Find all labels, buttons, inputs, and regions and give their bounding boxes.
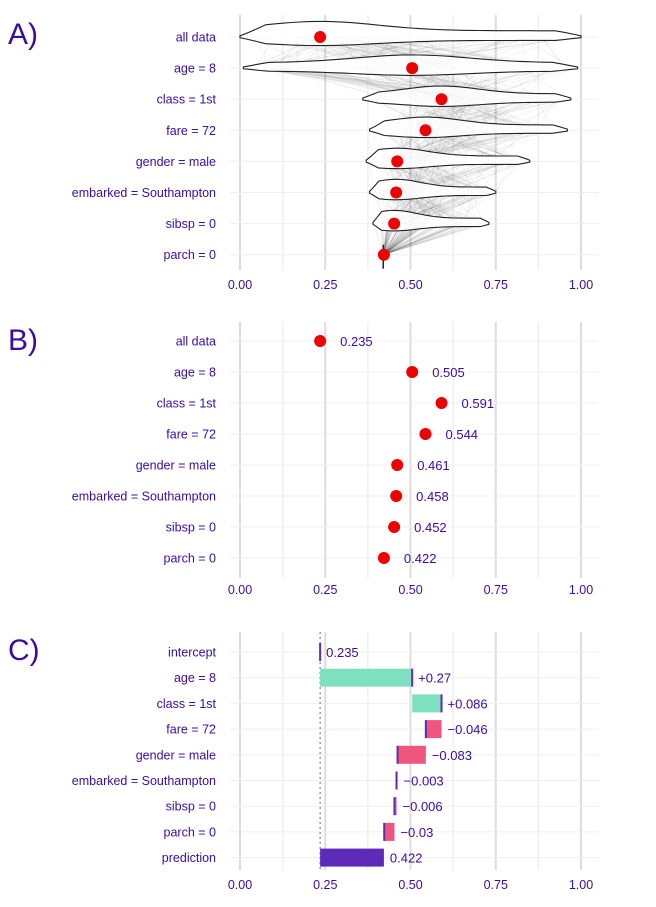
- panel-b-point: [388, 521, 401, 533]
- panel-b-tick-label: 1.00: [569, 583, 593, 597]
- panel-a-row-label: parch = 0: [164, 248, 217, 262]
- panel-c-value-label: 0.235: [326, 645, 359, 660]
- panel-b-point: [419, 428, 432, 440]
- panel-label-c: C): [8, 634, 40, 667]
- panel-c-row-label: embarked = Southampton: [72, 774, 216, 788]
- panel-c-row-label: age = 8: [174, 671, 216, 685]
- panel-a-point: [314, 31, 327, 43]
- panel-c-value-label: −0.003: [404, 774, 444, 789]
- panel-c-value-label: −0.03: [400, 825, 433, 840]
- panel-a-tick-label: 0.75: [484, 278, 508, 292]
- panel-b-value-label: 0.235: [340, 334, 373, 349]
- panel-b-tick-label: 0.75: [484, 583, 508, 597]
- panel-a-point: [388, 217, 401, 230]
- panel-a-row-label: fare = 72: [166, 124, 216, 138]
- panel-b-value-label: 0.505: [432, 365, 465, 380]
- panel-c-contribution-bar: [397, 745, 426, 764]
- panel-c-value-label: −0.006: [403, 799, 443, 814]
- panel-c-contribution-bar: [425, 720, 442, 739]
- panel-c-contribution-bar: [320, 668, 413, 687]
- panel-b-row-label: all data: [176, 335, 216, 349]
- panel-c-tick-label: 0.00: [228, 878, 252, 892]
- panel-b-point: [390, 490, 403, 502]
- panel-b-value-label: 0.461: [417, 458, 450, 473]
- panel-c-value-label: −0.083: [432, 748, 472, 763]
- panel-c-row-label: intercept: [168, 646, 216, 660]
- panel-b-value-label: 0.544: [446, 427, 479, 442]
- panel-b-point: [314, 335, 327, 347]
- panel-c-row-label: sibsp = 0: [166, 800, 216, 814]
- panel-b-row-label: parch = 0: [164, 552, 217, 566]
- panel-a-violin-chart: 0.00 0.25 0.50 0.75 1.00 all data age = 8 class…: [72, 15, 599, 292]
- panel-a-violin: [369, 116, 568, 139]
- panel-a-violin: [362, 85, 572, 108]
- panel-c-value-label: 0.422: [390, 851, 423, 866]
- panel-a-point: [419, 124, 432, 137]
- panel-label-a: A): [8, 18, 38, 51]
- panel-a-tick-label: 0.50: [398, 278, 422, 292]
- panel-b-tick-label: 0.25: [313, 583, 337, 597]
- panel-a-point: [377, 248, 390, 261]
- panel-b-value-label: 0.452: [414, 520, 447, 535]
- panel-a-violin: [365, 147, 531, 170]
- panel-c-row-label: class = 1st: [157, 697, 217, 711]
- panel-a-tick-label: 1.00: [569, 278, 593, 292]
- panel-c-tick-label: 0.25: [313, 878, 337, 892]
- panel-c-row-label: gender = male: [136, 748, 216, 762]
- panel-label-b: B): [8, 324, 38, 357]
- panel-c-tick-label: 0.50: [398, 878, 422, 892]
- panel-b-point: [391, 459, 404, 471]
- panel-b-value-label: 0.422: [404, 551, 437, 566]
- panel-a-tick-label: 0.00: [228, 278, 252, 292]
- panel-c-tick-label: 0.75: [484, 878, 508, 892]
- panel-b-row-label: sibsp = 0: [166, 521, 216, 535]
- panel-b-dot-chart: 0.00 0.25 0.50 0.75 1.00 all data age = 8 class…: [72, 322, 599, 597]
- panel-a-violin: [372, 209, 490, 232]
- panel-c-value-label: +0.086: [448, 696, 488, 711]
- panel-b-row-label: age = 8: [174, 366, 216, 380]
- panel-a-point: [390, 186, 403, 199]
- panel-a-point: [391, 155, 404, 168]
- panel-b-point: [435, 397, 448, 409]
- panel-b-row-label: fare = 72: [166, 428, 216, 442]
- panel-c-row-label: prediction: [162, 851, 216, 865]
- panel-c-tick-label: 1.00: [569, 878, 593, 892]
- panel-b-value-label: 0.458: [416, 489, 449, 504]
- panel-a-row-label: sibsp = 0: [166, 217, 216, 231]
- panel-c-row-label: fare = 72: [166, 723, 216, 737]
- panel-b-point: [406, 366, 419, 378]
- panel-c-row-label: parch = 0: [164, 825, 217, 839]
- panel-c-value-label: +0.27: [418, 671, 451, 686]
- panel-b-value-label: 0.591: [462, 396, 495, 411]
- panel-a-tick-label: 0.25: [313, 278, 337, 292]
- panel-c-value-label: −0.046: [448, 722, 488, 737]
- panel-b-row-label: class = 1st: [157, 397, 217, 411]
- panel-b-point: [377, 552, 390, 564]
- panel-c-contribution-bar: [384, 822, 395, 841]
- panel-c-contribution-bar: [394, 797, 397, 816]
- panel-b-tick-label: 0.50: [398, 583, 422, 597]
- panel-b-row-label: gender = male: [136, 459, 216, 473]
- panel-b-tick-label: 0.00: [228, 583, 252, 597]
- panel-c-prediction-bar: [320, 848, 384, 867]
- panel-a-row-label: all data: [176, 31, 216, 45]
- panel-a-point: [406, 62, 419, 75]
- panel-a-point: [435, 93, 448, 106]
- panel-a-row-label: age = 8: [174, 62, 216, 76]
- panel-c-waterfall-chart: 0.00 0.25 0.50 0.75 1.00 intercept age = 8 clas…: [72, 632, 599, 892]
- panel-c-contribution-bar: [412, 694, 442, 713]
- panel-a-row-label: class = 1st: [157, 93, 217, 107]
- panel-a-row-label: embarked = Southampton: [72, 186, 216, 200]
- panel-b-row-label: embarked = Southampton: [72, 490, 216, 504]
- panel-a-row-label: gender = male: [136, 155, 216, 169]
